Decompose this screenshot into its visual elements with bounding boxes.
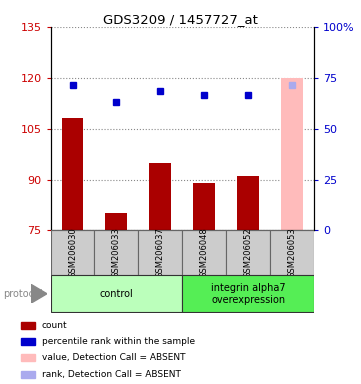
Text: integrin alpha7
overexpression: integrin alpha7 overexpression	[211, 283, 286, 305]
Bar	[21, 338, 35, 344]
Bar	[51, 275, 182, 312]
Bar	[51, 230, 95, 275]
Text: value, Detection Call = ABSENT: value, Detection Call = ABSENT	[42, 353, 186, 362]
Bar	[61, 119, 83, 230]
Text: GSM206030: GSM206030	[68, 227, 77, 278]
Text: percentile rank within the sample: percentile rank within the sample	[42, 337, 195, 346]
Text: GSM206052: GSM206052	[244, 227, 253, 278]
Bar	[182, 230, 226, 275]
Text: GSM206048: GSM206048	[200, 227, 209, 278]
Text: rank, Detection Call = ABSENT: rank, Detection Call = ABSENT	[42, 370, 181, 379]
Bar	[182, 275, 314, 312]
Bar	[21, 371, 35, 378]
Text: GSM206033: GSM206033	[112, 227, 121, 278]
Polygon shape	[31, 284, 47, 303]
Text: protocol: protocol	[4, 289, 43, 299]
Bar	[193, 183, 215, 230]
Text: GSM206053: GSM206053	[288, 227, 297, 278]
Bar	[237, 176, 259, 230]
Text: GSM206037: GSM206037	[156, 227, 165, 278]
Text: GDS3209 / 1457727_at: GDS3209 / 1457727_at	[103, 13, 258, 26]
Bar	[95, 230, 138, 275]
Bar	[138, 230, 182, 275]
Text: count: count	[42, 321, 68, 330]
Bar	[105, 214, 127, 230]
Bar	[226, 230, 270, 275]
Bar	[281, 78, 303, 230]
Bar	[149, 162, 171, 230]
Bar	[21, 354, 35, 361]
Bar	[21, 322, 35, 329]
Text: control: control	[100, 289, 133, 299]
Bar	[270, 230, 314, 275]
